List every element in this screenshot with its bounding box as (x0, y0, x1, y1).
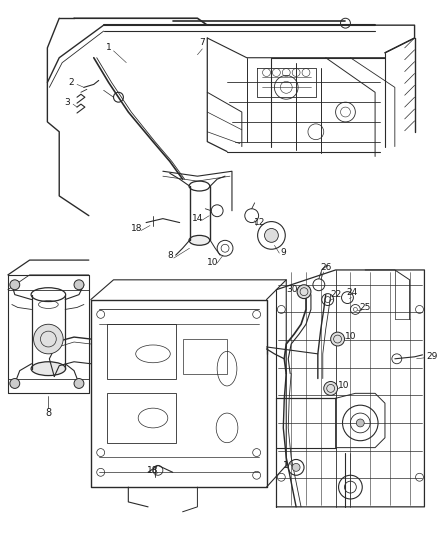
Text: 26: 26 (320, 263, 332, 272)
Bar (106, 393, 176, 443)
Text: 10: 10 (345, 332, 356, 341)
Text: 10: 10 (338, 381, 349, 390)
Circle shape (34, 324, 63, 354)
Ellipse shape (189, 236, 210, 245)
Text: 3: 3 (64, 98, 70, 107)
Text: 25: 25 (360, 303, 371, 312)
Circle shape (10, 280, 20, 290)
Text: 9: 9 (280, 248, 286, 257)
Text: 1: 1 (283, 461, 289, 470)
Ellipse shape (31, 362, 66, 376)
Text: 29: 29 (427, 352, 438, 361)
Circle shape (74, 378, 84, 389)
Circle shape (324, 382, 338, 395)
Circle shape (357, 419, 364, 427)
Text: 1: 1 (106, 43, 111, 52)
Text: 18: 18 (147, 466, 159, 475)
Circle shape (292, 463, 300, 471)
Text: 22: 22 (330, 290, 341, 299)
Circle shape (10, 378, 20, 389)
Text: 8: 8 (167, 251, 173, 260)
Circle shape (265, 229, 279, 243)
Bar (106, 324, 176, 378)
Text: 10: 10 (206, 257, 218, 266)
Text: 7: 7 (199, 38, 205, 47)
Text: 18: 18 (131, 224, 142, 233)
Text: 14: 14 (192, 214, 203, 223)
Text: 8: 8 (45, 408, 51, 418)
Text: 30: 30 (286, 285, 298, 294)
Circle shape (331, 332, 345, 346)
Text: 12: 12 (254, 218, 265, 227)
Circle shape (74, 280, 84, 290)
Circle shape (297, 285, 311, 298)
Text: 24: 24 (347, 288, 358, 297)
Text: 2: 2 (68, 78, 74, 87)
Bar (183, 339, 227, 374)
